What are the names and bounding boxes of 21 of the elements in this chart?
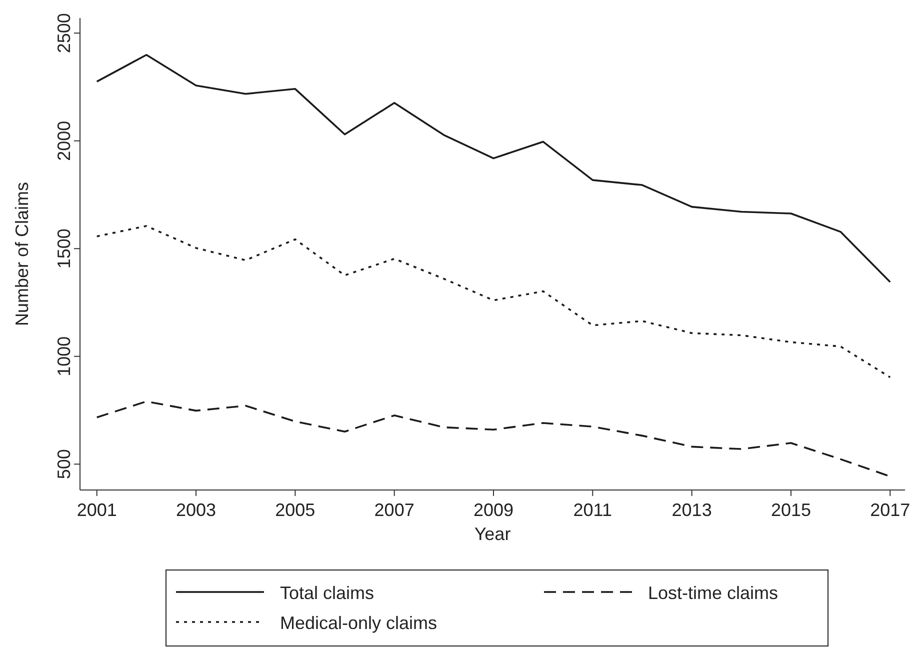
legend-label: Total claims: [280, 583, 374, 603]
y-tick-label: 1500: [54, 228, 74, 269]
x-tick-label: 2011: [573, 500, 612, 520]
line-series: [96, 54, 892, 283]
x-tick-label: 2015: [770, 500, 811, 520]
y-tick-label: 500: [54, 449, 74, 480]
x-tick-label: 2013: [672, 500, 712, 520]
x-tick-label: 2009: [473, 500, 514, 520]
x-tick-label: 2003: [176, 500, 216, 520]
x-axis-title: Year: [474, 524, 511, 544]
legend-label: Lost-time claims: [648, 583, 778, 603]
y-axis-title: Number of Claims: [12, 182, 32, 326]
x-tick-label: 2007: [374, 500, 414, 520]
x-tick-label: 2001: [76, 500, 117, 520]
x-tick-label: 2017: [870, 500, 910, 520]
y-tick-label: 1000: [54, 336, 74, 376]
x-tick-label: 2005: [275, 500, 316, 520]
legend-label: Medical-only claims: [280, 613, 438, 633]
y-tick-label: 2500: [54, 13, 74, 54]
y-tick-label: 2000: [54, 120, 74, 161]
line-series: [96, 225, 892, 378]
